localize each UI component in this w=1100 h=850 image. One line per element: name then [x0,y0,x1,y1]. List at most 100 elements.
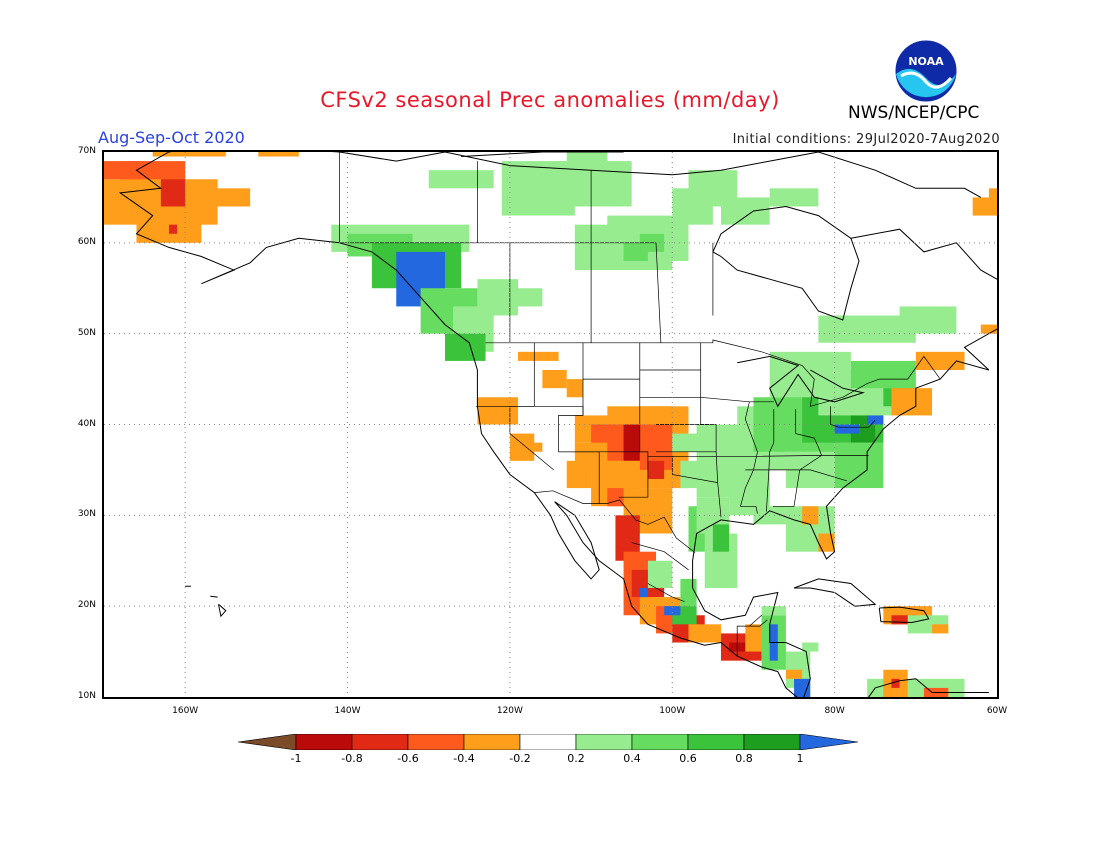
anomaly-cell [566,379,583,398]
coastline-layer [118,152,997,697]
anomaly-cell [160,179,186,207]
colorbar-label: -0.2 [509,752,531,765]
lat-tick-label: 60N [77,236,96,247]
anomaly-cell [501,288,543,307]
anomaly-cell [444,333,486,361]
logo-text: NOAA [908,55,944,68]
colorbar-label: 1 [796,752,804,765]
colorbar-segment [687,734,745,750]
anomaly-cell [834,442,884,489]
border-line [639,396,774,403]
colorbar-label: 0.8 [735,752,753,765]
anomaly-cell [672,188,713,225]
border-line [558,342,600,504]
border-line [475,405,584,416]
lat-tick-label: 20N [77,600,96,611]
lon-tick-label: 120W [496,706,523,716]
anomaly-cell [988,188,997,198]
border-line [672,455,869,457]
coastline [461,152,624,157]
anomaly-cell [704,451,738,479]
season-label: Aug-Sep-Oct 2020 [98,128,245,147]
anomaly-cell [891,615,916,625]
border-line [830,406,876,428]
anomaly-cell [802,506,819,525]
anomaly-cell [899,306,957,334]
map-canvas [104,152,997,697]
lat-tick-label: 10N [77,691,96,701]
anomaly-cell [980,324,997,334]
lon-tick-label: 80W [824,706,845,716]
border-line [740,401,758,514]
border-line [655,242,662,343]
colorbar-segment [519,734,577,750]
coastline [339,242,798,697]
noaa-logo: NOAA [894,39,958,103]
colorbar-label: -0.4 [453,752,475,765]
anomaly-cell [891,678,900,688]
anomaly-cell [672,433,705,452]
coastline [218,603,227,618]
anomaly-cell [566,152,608,171]
border-line [647,455,718,483]
colorbar-segment [743,734,801,750]
coastline [878,606,930,624]
anomaly-cell [785,669,803,679]
colorbar-segment [351,734,409,750]
border-line [766,409,775,512]
anomaly-cell [794,678,811,697]
colorbar-segment [631,734,689,750]
anomaly-cell [258,152,299,157]
anomaly-cell [542,370,567,389]
anomaly-cell [932,624,949,634]
anomaly-cell [623,242,648,261]
colorbar-label: 0.2 [567,752,585,765]
lat-tick-label: 30N [77,509,96,520]
coastline [737,355,865,408]
anomaly-cell [647,560,673,588]
chart-title: CFSv2 seasonal Prec anomalies (mm/day) [320,88,780,112]
lon-tick-label: 100W [659,706,686,716]
coastline [712,205,860,321]
colorbar-segment [407,734,465,750]
border-line [772,409,823,507]
colorbar-arrow-high [799,734,859,750]
lon-tick-label: 160W [172,706,199,716]
colorbar-label: -0.8 [341,752,363,765]
colorbar-segment [463,734,521,750]
coastline [118,152,340,285]
coastline [210,595,218,598]
anomaly-cell [168,224,178,234]
border-line [749,615,762,627]
anomaly-cell [688,624,721,643]
anomaly-cell [891,388,933,416]
lon-tick-label: 60W [986,706,1008,716]
coastline [868,678,989,697]
agency-label: NWS/NCEP/CPC [848,103,980,123]
border-line [631,542,689,571]
anomaly-cell [639,406,673,425]
coastline [850,228,997,280]
colorbar-segment [295,734,353,750]
coastline [769,152,982,198]
anomaly-cell [834,424,859,434]
border-line [485,339,941,407]
anomaly-cell [647,460,665,479]
colorbar-label: -1 [290,752,302,765]
coastline [692,328,997,697]
anomaly-cell [104,161,145,180]
colorbar [238,734,859,750]
anomaly-cell [972,197,997,216]
lon-tick-label: 140W [334,706,361,716]
anomaly-cell [850,360,916,389]
anomaly-cell [428,170,494,189]
colorbar-label: 0.4 [623,752,641,765]
graticule [104,152,997,697]
colorbar-label: -0.6 [397,752,419,765]
lat-tick-label: 50N [77,327,96,338]
anomaly-cell [152,152,226,157]
border-line [534,490,696,553]
map-panel [102,150,999,699]
anomaly-cell [518,351,559,361]
